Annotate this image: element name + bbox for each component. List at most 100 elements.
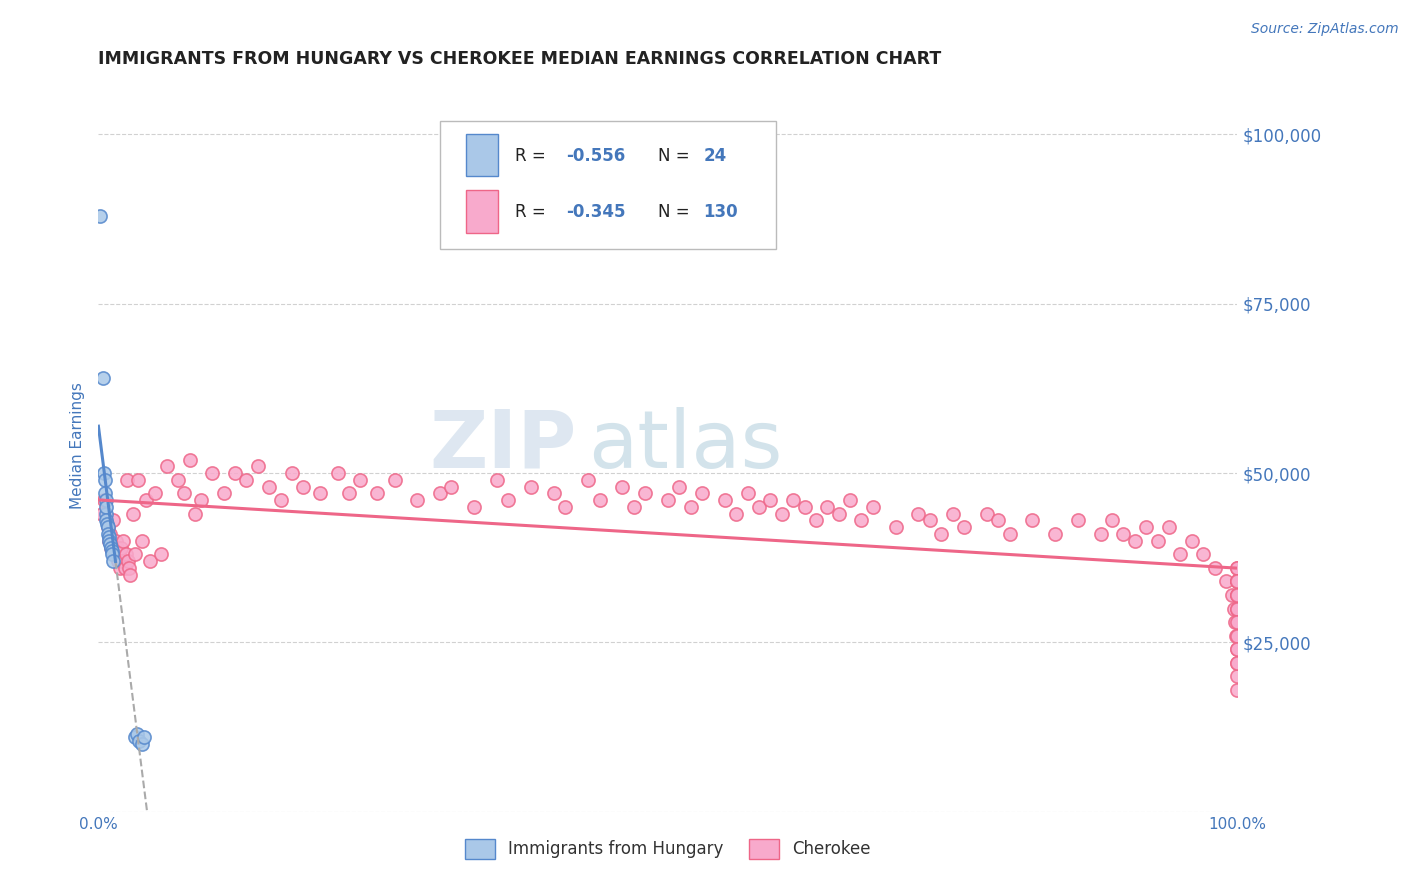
Point [96,516,118,531]
Point [770,507,793,521]
Point [851,514,873,528]
Point [309,486,332,500]
Point [212,486,235,500]
Text: ZIP: ZIP [429,407,576,485]
Point [1021,514,1043,528]
Point [100,541,122,555]
Point [132,730,155,744]
Point [953,520,976,534]
Point [737,486,759,500]
Point [179,452,201,467]
Point [224,466,246,480]
Point [1192,547,1215,561]
Point [184,507,207,521]
Point [1226,656,1249,670]
Point [1226,561,1249,575]
Point [337,486,360,500]
Point [862,500,884,514]
Point [1215,574,1237,589]
Point [1226,601,1249,615]
Point [690,486,713,500]
Point [103,554,125,568]
Text: N =: N = [658,146,695,164]
Point [657,493,679,508]
Point [1226,588,1249,602]
Point [107,554,129,568]
Point [97,533,120,548]
Point [1226,642,1249,657]
Point [138,554,160,568]
Point [128,733,150,747]
Point [1226,574,1249,589]
Point [112,533,135,548]
Point [384,473,406,487]
Point [1223,601,1246,615]
Point [1226,656,1249,670]
Point [100,544,122,558]
Point [634,486,657,500]
Point [118,561,141,575]
Point [105,541,128,555]
Point [463,500,485,514]
Point [90,507,112,521]
Point [929,527,952,541]
Text: R =: R = [515,146,551,164]
Point [668,480,690,494]
Text: N =: N = [658,203,695,221]
Point [96,514,118,528]
Point [1226,574,1249,589]
Point [1226,574,1249,589]
Bar [467,190,498,233]
Text: -0.345: -0.345 [567,203,626,221]
Point [1226,629,1249,643]
Point [96,520,118,534]
Point [104,533,127,548]
Point [89,209,111,223]
Point [1226,588,1249,602]
Point [121,507,143,521]
Point [486,473,509,487]
Text: 24: 24 [703,146,727,164]
Point [98,527,121,541]
Point [281,466,304,480]
Point [366,486,388,500]
Point [1043,527,1066,541]
Point [1170,547,1192,561]
Point [828,507,851,521]
Point [96,520,118,534]
Point [135,493,157,508]
Point [111,554,134,568]
Point [1067,514,1090,528]
Point [679,500,702,514]
Point [554,500,576,514]
Point [110,541,132,555]
Point [782,493,804,508]
Point [97,530,120,544]
Point [1146,533,1168,548]
Point [108,547,131,561]
Point [326,466,349,480]
Point [793,500,815,514]
Point [1226,642,1249,657]
Point [117,554,139,568]
Point [884,520,907,534]
Point [97,527,120,541]
Point [588,493,610,508]
Point [520,480,543,494]
Point [1090,527,1112,541]
Point [498,493,520,508]
Point [748,500,770,514]
Point [124,547,146,561]
Point [101,547,124,561]
Point [94,493,117,508]
Point [907,507,929,521]
Point [93,466,115,480]
Point [1226,561,1249,575]
Point [115,473,138,487]
Point [108,561,131,575]
Point [976,507,998,521]
Point [93,493,115,508]
Point [612,480,634,494]
Point [94,507,117,521]
Point [246,459,269,474]
